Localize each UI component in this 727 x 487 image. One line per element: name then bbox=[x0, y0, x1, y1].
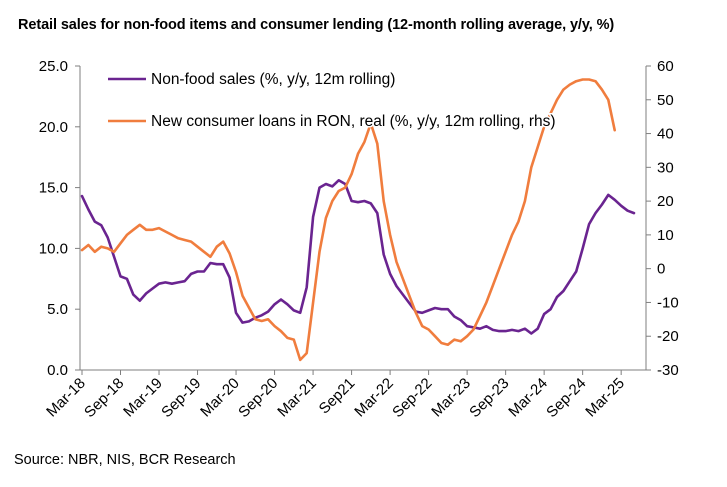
chart-title: Retail sales for non-food items and cons… bbox=[18, 17, 615, 33]
right-tick-label: -20 bbox=[657, 328, 679, 345]
right-tick-label: -30 bbox=[657, 362, 679, 379]
series-lines bbox=[80, 78, 636, 362]
left-tick-label: 0.0 bbox=[47, 362, 68, 379]
x-tick-label: Sep-22 bbox=[389, 375, 435, 421]
x-tick-label: Mar-25 bbox=[582, 375, 628, 421]
x-tick-label: Sep-24 bbox=[543, 375, 589, 421]
x-tick-label: Mar-21 bbox=[274, 375, 320, 421]
right-tick-label: 40 bbox=[657, 126, 674, 143]
x-tick-label: Mar-18 bbox=[43, 375, 89, 421]
x-tick-label: Mar-22 bbox=[351, 375, 397, 421]
legend-label-non-food: Non-food sales (%, y/y, 12m rolling) bbox=[151, 71, 395, 88]
right-tick-label: 20 bbox=[657, 193, 674, 210]
x-tick-label: Mar-24 bbox=[505, 375, 551, 421]
legend: Non-food sales (%, y/y, 12m rolling) New … bbox=[108, 70, 557, 132]
non-food-sales-line bbox=[80, 179, 636, 335]
source-note: Source: NBR, NIS, BCR Research bbox=[14, 452, 236, 468]
right-tick-label: 10 bbox=[657, 227, 674, 244]
left-tick-label: 25.0 bbox=[39, 58, 68, 75]
x-tick-label: Sep-19 bbox=[158, 375, 204, 421]
right-tick-label: 0 bbox=[657, 261, 665, 278]
x-tick-label: Mar-19 bbox=[120, 375, 166, 421]
axes bbox=[75, 65, 651, 375]
left-tick-label: 5.0 bbox=[47, 301, 68, 318]
x-tick-label: Mar-20 bbox=[197, 375, 243, 421]
x-tick-label: Sep21 bbox=[316, 375, 359, 418]
x-tick-label: Sep-23 bbox=[466, 375, 512, 421]
right-tick-label: 30 bbox=[657, 159, 674, 176]
x-tick-label: Sep-20 bbox=[235, 375, 281, 421]
x-tick-label: Mar-23 bbox=[428, 375, 474, 421]
left-tick-label: 10.0 bbox=[39, 240, 68, 257]
right-tick-label: 50 bbox=[657, 92, 674, 109]
x-tick-label: Sep-18 bbox=[81, 375, 127, 421]
consumer-loans-line bbox=[80, 78, 617, 362]
left-tick-label: 15.0 bbox=[39, 180, 68, 197]
left-tick-label: 20.0 bbox=[39, 119, 68, 136]
right-tick-label: -10 bbox=[657, 294, 679, 311]
right-tick-label: 60 bbox=[657, 58, 674, 75]
legend-label-loans: New consumer loans in RON, real (%, y/y,… bbox=[151, 113, 556, 130]
